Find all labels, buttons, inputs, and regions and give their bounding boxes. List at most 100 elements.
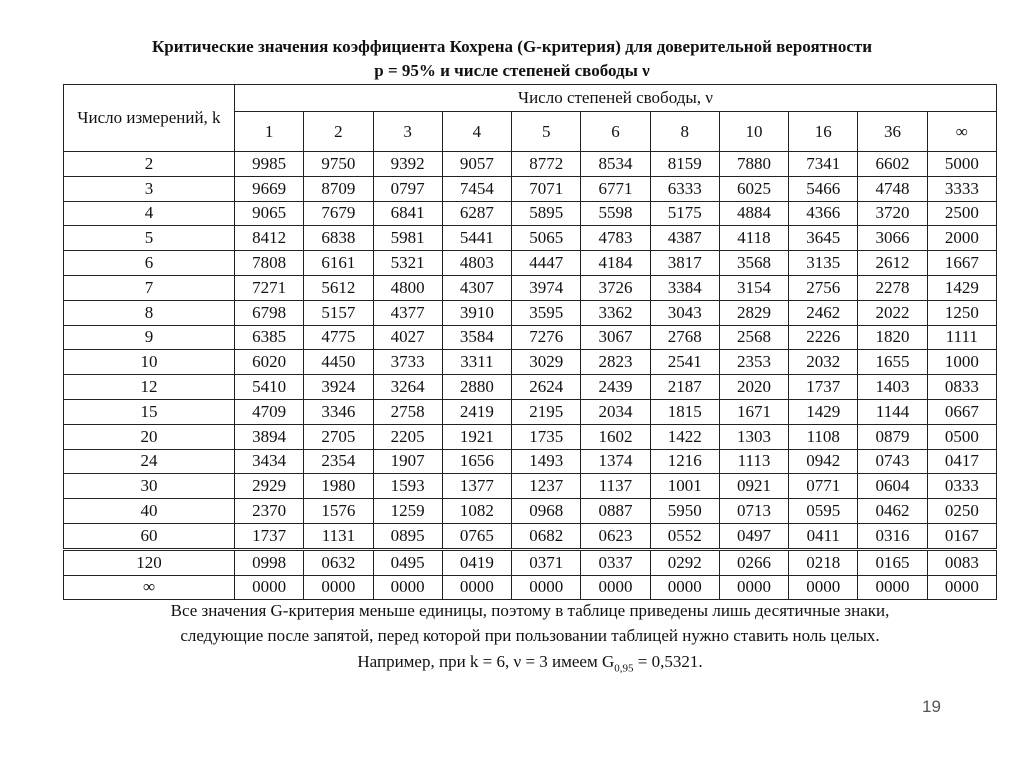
column-header: 10 <box>718 111 790 152</box>
cell: 1921 <box>441 423 513 450</box>
cell: 0165 <box>857 547 928 576</box>
cell: 1137 <box>580 473 651 500</box>
note-line: следующие после запятой, перед которой п… <box>180 626 880 645</box>
cell: 3067 <box>580 324 651 351</box>
cell: 2462 <box>788 299 859 326</box>
note-text: Например, при k = 6, ν = 3 имеем G <box>357 652 615 671</box>
header-row: Число измерений, k Число степеней свобод… <box>63 83 997 152</box>
cell: 3726 <box>580 274 651 301</box>
cell: 4377 <box>372 299 443 326</box>
column-header: 16 <box>788 111 859 152</box>
cell: 1667 <box>926 250 998 276</box>
row-label: 120 <box>63 547 235 576</box>
cell: 5410 <box>233 374 305 400</box>
cell: 1737 <box>233 522 305 550</box>
cell: 1001 <box>649 473 720 500</box>
cell: 0000 <box>580 574 651 601</box>
cell: 0682 <box>511 522 582 550</box>
cell: 9392 <box>372 151 443 177</box>
cell: 0371 <box>511 547 582 576</box>
table-row: 3 9669 8709 0797 7454 7071 6771 6333 6025 5466 474… <box>63 175 998 202</box>
cell: 1374 <box>580 448 651 475</box>
table-row: 6 7808 6161 5321 4803 4447 4184 3817 3568 3135 261… <box>63 250 998 276</box>
row-label: 7 <box>63 274 235 301</box>
cell: 0316 <box>857 522 928 550</box>
cell: 0552 <box>649 522 720 550</box>
cell: 2370 <box>233 498 305 524</box>
cell: 4748 <box>857 175 928 202</box>
cell: 0000 <box>788 574 859 601</box>
table-row: 9 6385 4775 4027 3584 7276 3067 2768 2568 2226 182… <box>63 324 998 351</box>
cell: 3720 <box>857 200 928 227</box>
cell: 6333 <box>649 175 720 202</box>
cell: 1671 <box>718 398 790 425</box>
table-head: Число измерений, k Число степеней свобод… <box>63 83 998 152</box>
cell: 0419 <box>441 547 513 576</box>
cell: 2205 <box>372 423 443 450</box>
cell: 1602 <box>580 423 651 450</box>
cell: 1815 <box>649 398 720 425</box>
cell: 2758 <box>372 398 443 425</box>
cell: 2022 <box>857 299 928 326</box>
table-row: 5 8412 6838 5981 5441 5065 4783 4387 4118 3645 306… <box>63 225 998 252</box>
column-header: 5 <box>511 111 582 152</box>
title: p = 95% и числе степеней свободы ν <box>374 61 650 80</box>
cell: 4184 <box>580 250 651 276</box>
cell: 0218 <box>788 547 859 576</box>
row-label: 20 <box>63 423 235 450</box>
cell: 0500 <box>926 423 998 450</box>
cell: 5598 <box>580 200 651 227</box>
cell: 2768 <box>649 324 720 351</box>
cell: 0250 <box>926 498 998 524</box>
cell: 5000 <box>926 151 998 177</box>
row-label: 5 <box>63 225 235 252</box>
cell: 9669 <box>233 175 305 202</box>
cell: 1131 <box>303 522 374 550</box>
cell: 4884 <box>718 200 790 227</box>
cell: 9057 <box>441 151 513 177</box>
cell: 6602 <box>857 151 928 177</box>
cell: 0000 <box>303 574 374 601</box>
cell: 1113 <box>718 448 790 475</box>
cell: 7271 <box>233 274 305 301</box>
note-line: Все значения G-критерия меньше единицы, … <box>170 601 890 620</box>
column-header: 3 <box>372 111 443 152</box>
cell: 4450 <box>303 349 374 376</box>
cell: 3595 <box>511 299 582 326</box>
cell: 4366 <box>788 200 859 227</box>
cell: 1303 <box>718 423 790 450</box>
cell: 5950 <box>649 498 720 524</box>
table-row: 20 3894 2705 2205 1921 1735 1602 1422 1303 1108 08… <box>63 423 998 450</box>
cell: 1493 <box>511 448 582 475</box>
cell: 2034 <box>580 398 651 425</box>
cell: 0497 <box>718 522 790 550</box>
column-header: 8 <box>649 111 720 152</box>
cell: 6385 <box>233 324 305 351</box>
cell: 9065 <box>233 200 305 227</box>
page-number: 19 <box>922 697 941 716</box>
cell: 0266 <box>718 547 790 576</box>
cell: 4447 <box>511 250 582 276</box>
row-label: 8 <box>63 299 235 326</box>
cell: 1403 <box>857 374 928 400</box>
cell: 7071 <box>511 175 582 202</box>
cell: 0000 <box>233 574 305 601</box>
cell: 1576 <box>303 498 374 524</box>
cell: 5441 <box>441 225 513 252</box>
cell: 3333 <box>926 175 998 202</box>
cell: 0000 <box>649 574 720 601</box>
table-row: 60 1737 1131 0895 0765 0682 0623 0552 0497 0411 03… <box>63 522 998 550</box>
cell: 1082 <box>441 498 513 524</box>
cell: 0921 <box>718 473 790 500</box>
cell: 0000 <box>718 574 790 601</box>
cell: 7341 <box>788 151 859 177</box>
table-row: 30 2929 1980 1593 1377 1237 1137 1001 0921 0771 06… <box>63 473 998 500</box>
cell: 5065 <box>511 225 582 252</box>
cell: 6287 <box>441 200 513 227</box>
table-row: 7 7271 5612 4800 4307 3974 3726 3384 3154 2756 227… <box>63 274 998 301</box>
cell: 1429 <box>926 274 998 301</box>
cell: 1108 <box>788 423 859 450</box>
cell: 8534 <box>580 151 651 177</box>
table-row: 8 6798 5157 4377 3910 3595 3362 3043 2829 2462 202… <box>63 299 998 326</box>
cell: 1144 <box>857 398 928 425</box>
